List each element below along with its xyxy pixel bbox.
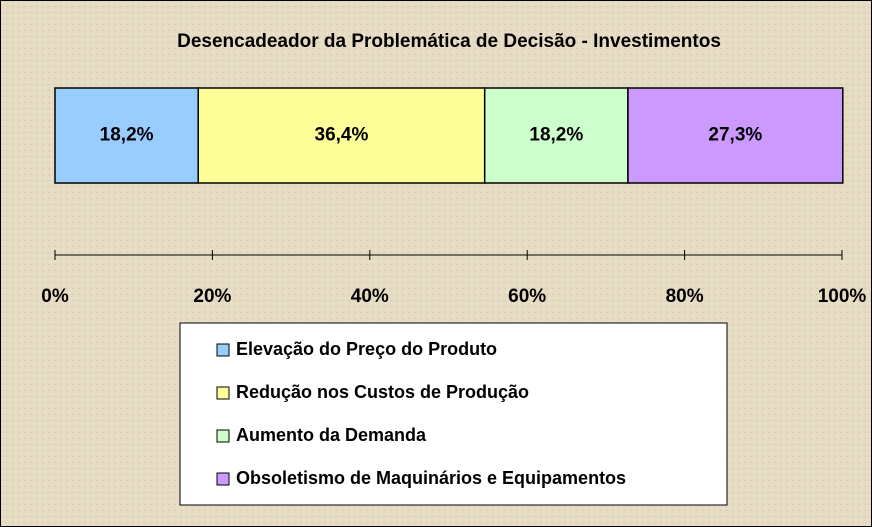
legend-label: Redução nos Custos de Produção — [236, 382, 529, 402]
x-tick-label: 0% — [41, 286, 69, 307]
legend-swatch — [216, 429, 230, 443]
x-tick-label: 40% — [351, 286, 389, 307]
legend-label: Obsoletismo de Maquinários e Equipamento… — [236, 468, 626, 488]
chart-title: Desencadeador da Problemática de Decisão… — [177, 31, 721, 52]
data-label: 27,3% — [708, 125, 762, 146]
legend-box — [179, 322, 728, 506]
data-label: 36,4% — [315, 125, 369, 146]
bar-segment — [197, 87, 486, 184]
legend-label: Aumento da Demanda — [236, 425, 427, 445]
legend-swatch — [216, 343, 230, 357]
x-tick-label: 80% — [666, 286, 704, 307]
x-tick-label: 20% — [193, 286, 231, 307]
bar-segment — [483, 87, 629, 184]
legend-label: Elevação do Preço do Produto — [236, 339, 497, 359]
bar-segment — [627, 87, 844, 184]
bar-segment — [54, 87, 199, 184]
legend-swatch — [216, 472, 230, 486]
legend-swatch — [216, 386, 230, 400]
data-label: 18,2% — [529, 125, 583, 146]
x-tick-label: 60% — [508, 286, 546, 307]
x-tick-label: 100% — [818, 286, 867, 307]
data-label: 18,2% — [100, 125, 154, 146]
